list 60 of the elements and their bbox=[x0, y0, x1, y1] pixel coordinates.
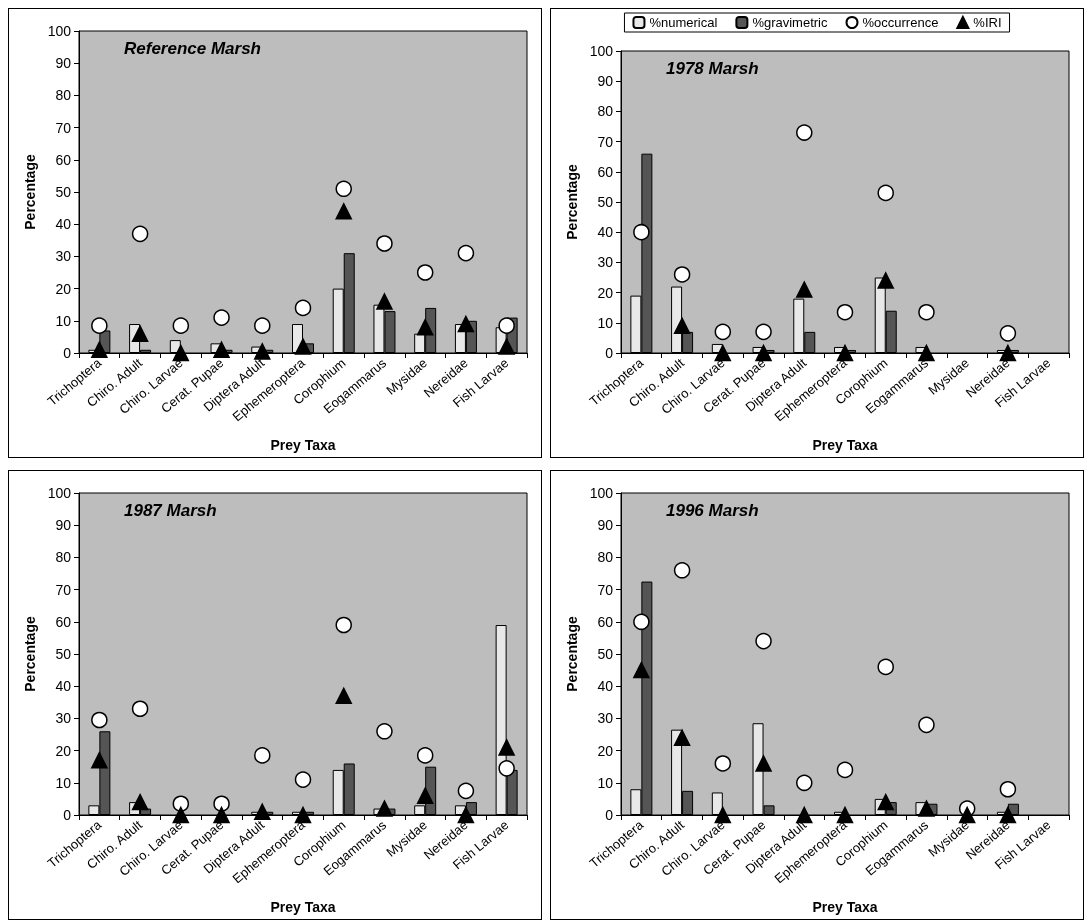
y-tick-label: 80 bbox=[55, 549, 72, 566]
y-tick-label: 50 bbox=[597, 646, 614, 662]
text: Reference Marsh bbox=[124, 39, 262, 58]
y-tick-label: 100 bbox=[589, 43, 614, 59]
y-tick-label: 100 bbox=[47, 23, 72, 39]
y-tick-label: 70 bbox=[55, 581, 72, 598]
y-tick-label: 10 bbox=[55, 774, 72, 791]
y-tick-label: 40 bbox=[597, 678, 614, 695]
y-tick-label: 90 bbox=[55, 55, 72, 72]
legend-label: %IRI bbox=[973, 15, 1002, 30]
y-tick-label: 90 bbox=[55, 517, 72, 534]
y-tick-label: 20 bbox=[597, 742, 614, 759]
y-tick-label: 90 bbox=[597, 517, 614, 534]
y-axis-title: Percentage bbox=[21, 616, 38, 692]
y-axis-title: Percentage bbox=[563, 616, 580, 692]
y-tick-label: 10 bbox=[597, 314, 614, 331]
y-tick-label: 30 bbox=[55, 710, 72, 727]
text: 1987 Marsh bbox=[124, 501, 217, 520]
y-tick-label: 40 bbox=[55, 216, 72, 233]
y-tick-label: 50 bbox=[597, 194, 614, 210]
y-tick-label: 60 bbox=[597, 613, 614, 630]
x-axis-title: Prey Taxa bbox=[270, 437, 336, 453]
y-axis-title: Percentage bbox=[563, 164, 580, 240]
y-tick-label: 30 bbox=[55, 248, 72, 265]
y-axis-title: Percentage bbox=[21, 154, 38, 230]
y-tick-label: 60 bbox=[597, 163, 614, 180]
x-axis-title: Prey Taxa bbox=[812, 899, 878, 915]
y-tick-label: 0 bbox=[605, 807, 614, 823]
y-tick-label: 20 bbox=[55, 280, 72, 297]
y-tick-label: 0 bbox=[605, 345, 614, 361]
y-tick-label: 50 bbox=[55, 646, 72, 662]
y-tick-label: 10 bbox=[597, 774, 614, 791]
y-tick-label: 20 bbox=[55, 742, 72, 759]
y-tick-label: 0 bbox=[63, 807, 72, 823]
y-tick-label: 10 bbox=[55, 312, 72, 329]
text: 1996 Marsh bbox=[666, 501, 759, 520]
y-tick-label: 30 bbox=[597, 254, 614, 271]
legend-label: %numerical bbox=[649, 15, 718, 30]
y-tick-label: 50 bbox=[55, 184, 72, 200]
y-tick-label: 100 bbox=[47, 485, 72, 501]
y-tick-label: 40 bbox=[597, 224, 614, 241]
x-axis-title: Prey Taxa bbox=[270, 899, 336, 915]
y-tick-label: 80 bbox=[597, 103, 614, 120]
y-tick-label: 100 bbox=[589, 485, 614, 501]
y-tick-label: 30 bbox=[597, 710, 614, 727]
legend-label: %gravimetric bbox=[752, 15, 828, 30]
y-tick-label: 60 bbox=[55, 613, 72, 630]
y-tick-label: 90 bbox=[597, 73, 614, 90]
y-tick-label: 70 bbox=[55, 119, 72, 136]
y-tick-label: 70 bbox=[597, 581, 614, 598]
y-tick-label: 0 bbox=[63, 345, 72, 361]
x-axis-title: Prey Taxa bbox=[812, 437, 878, 453]
legend-label: %occurrence bbox=[862, 15, 939, 30]
y-tick-label: 80 bbox=[55, 87, 72, 104]
y-tick-label: 80 bbox=[597, 549, 614, 566]
y-tick-label: 60 bbox=[55, 151, 72, 168]
y-tick-label: 70 bbox=[597, 133, 614, 150]
y-tick-label: 40 bbox=[55, 678, 72, 695]
y-tick-label: 20 bbox=[597, 284, 614, 301]
text: 1978 Marsh bbox=[666, 59, 759, 78]
